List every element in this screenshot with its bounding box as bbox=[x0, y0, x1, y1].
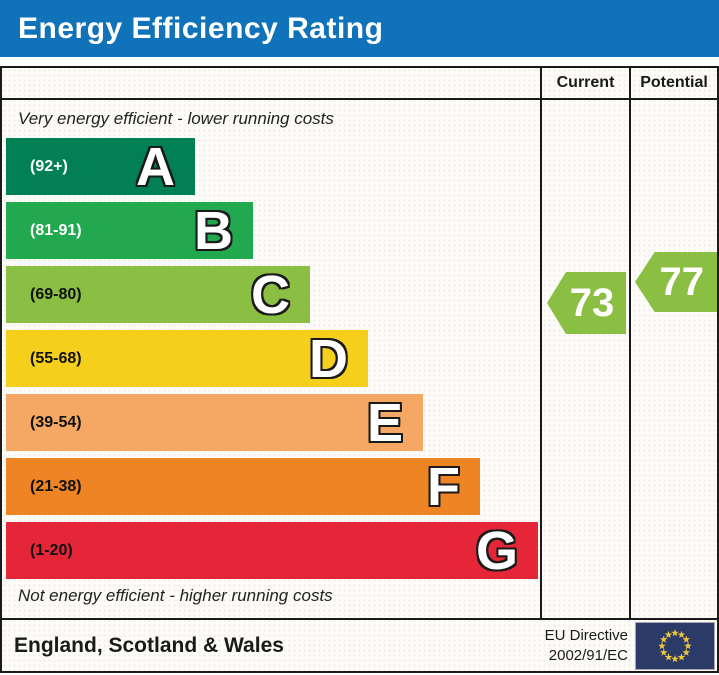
eu-flag-icon bbox=[635, 621, 715, 670]
bottom-note: Not energy efficient - higher running co… bbox=[18, 586, 333, 605]
page-title: Energy Efficiency Rating bbox=[18, 11, 384, 45]
eu-directive-line2: 2002/91/EC bbox=[548, 646, 628, 664]
band-a: (92+) A bbox=[6, 138, 195, 195]
table-footer-row: England, Scotland & Wales EU Directive 2… bbox=[2, 618, 717, 671]
band-f: (21-38) F bbox=[6, 458, 480, 515]
band-range-label: (21-38) bbox=[30, 477, 82, 495]
current-column: 73 bbox=[540, 100, 629, 618]
table-body-row: Very energy efficient - lower running co… bbox=[2, 100, 717, 618]
band-letter: G bbox=[475, 520, 518, 581]
band-c: (69-80) C bbox=[6, 266, 310, 323]
band-range-label: (81-91) bbox=[30, 221, 82, 239]
band-g: (1-20) G bbox=[6, 522, 538, 579]
chart-column-header bbox=[2, 68, 540, 98]
region-label: England, Scotland & Wales bbox=[14, 633, 284, 657]
band-range-label: (69-80) bbox=[30, 285, 82, 303]
eu-directive-label: EU Directive 2002/91/EC bbox=[545, 626, 628, 666]
potential-column: 77 bbox=[629, 100, 717, 618]
title-bar: Energy Efficiency Rating bbox=[0, 0, 719, 57]
current-rating-value: 73 bbox=[569, 280, 615, 325]
bands-chart-area: Very energy efficient - lower running co… bbox=[2, 100, 540, 618]
eu-directive-line1: EU Directive bbox=[544, 626, 628, 644]
band-letter: F bbox=[427, 456, 460, 517]
band-letter: E bbox=[366, 392, 403, 453]
column-header-potential: Potential bbox=[629, 68, 717, 98]
current-rating-arrow: 73 bbox=[547, 272, 626, 334]
band-range-label: (1-20) bbox=[30, 541, 73, 559]
band-range-label: (92+) bbox=[30, 157, 68, 175]
potential-rating-arrow: 77 bbox=[635, 252, 717, 312]
band-range-label: (39-54) bbox=[30, 413, 82, 431]
band-letter: B bbox=[194, 200, 233, 261]
band-b: (81-91) B bbox=[6, 202, 253, 259]
rating-bands: (92+) A (81-91) B (69-80) C (55-68) D bbox=[6, 138, 538, 579]
potential-rating-value: 77 bbox=[659, 259, 704, 304]
rating-table: Current Potential Very energy efficient … bbox=[0, 66, 719, 673]
band-e: (39-54) E bbox=[6, 394, 423, 451]
band-d: (55-68) D bbox=[6, 330, 368, 387]
band-letter: A bbox=[136, 136, 175, 197]
band-letter: C bbox=[251, 264, 290, 325]
band-range-label: (55-68) bbox=[30, 349, 82, 367]
table-header-row: Current Potential bbox=[2, 68, 717, 100]
column-header-current: Current bbox=[540, 68, 629, 98]
band-letter: D bbox=[309, 328, 348, 389]
top-note: Very energy efficient - lower running co… bbox=[18, 109, 334, 128]
